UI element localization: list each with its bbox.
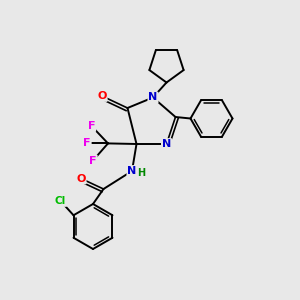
Text: F: F xyxy=(89,155,97,166)
Text: O: O xyxy=(97,91,107,101)
Text: H: H xyxy=(137,167,146,178)
Text: F: F xyxy=(88,121,95,131)
Text: N: N xyxy=(162,139,171,149)
Text: N: N xyxy=(128,166,136,176)
Text: N: N xyxy=(148,92,158,103)
Text: O: O xyxy=(76,173,86,184)
Text: F: F xyxy=(83,138,91,148)
Text: Cl: Cl xyxy=(55,196,66,206)
